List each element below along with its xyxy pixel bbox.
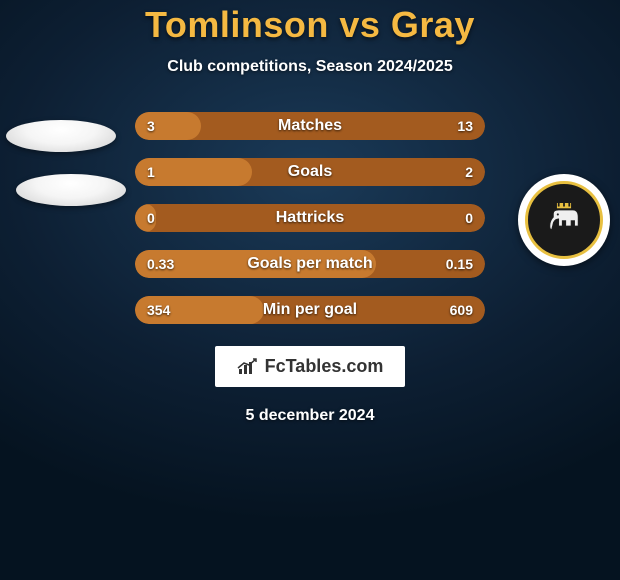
date: 5 december 2024 — [246, 407, 375, 425]
bar-left-value: 3 — [147, 118, 155, 134]
bar-label: Min per goal — [135, 301, 485, 319]
watermark: FcTables.com — [215, 346, 406, 387]
stat-row-goals-per-match: Goals per match0.33 0.15 — [135, 250, 485, 278]
elephant-icon — [546, 203, 582, 233]
comparison-subtitle: Club competitions, Season 2024/2025 — [167, 58, 452, 76]
bar-right-value: 0 — [465, 210, 473, 226]
bar-left-value: 354 — [147, 302, 170, 318]
player2-club-crest — [518, 174, 610, 266]
bar-right-value: 609 — [450, 302, 473, 318]
watermark-text: FcTables.com — [265, 356, 384, 377]
chart-icon — [237, 358, 259, 376]
comparison-title: Tomlinson vs Gray — [145, 4, 475, 46]
bar-right-value: 0.15 — [446, 256, 473, 272]
player1-club-badge — [16, 174, 126, 206]
stat-row-min-per-goal: Min per goal354 609 — [135, 296, 485, 324]
stat-row-matches: Matches3 13 — [135, 112, 485, 140]
bar-label: Hattricks — [135, 209, 485, 227]
bar-label: Goals per match — [135, 255, 485, 273]
bar-label: Goals — [135, 163, 485, 181]
stat-bars: Matches3 13 Goals1 2 Hattricks0 0 Goals per ma… — [135, 112, 485, 324]
bar-left-value: 0.33 — [147, 256, 174, 272]
bar-left-value: 1 — [147, 164, 155, 180]
bar-left-value: 0 — [147, 210, 155, 226]
bar-right-value: 13 — [457, 118, 473, 134]
bar-label: Matches — [135, 117, 485, 135]
player1-badge — [6, 120, 116, 152]
bar-right-value: 2 — [465, 164, 473, 180]
stat-row-goals: Goals1 2 — [135, 158, 485, 186]
stat-row-hattricks: Hattricks0 0 — [135, 204, 485, 232]
